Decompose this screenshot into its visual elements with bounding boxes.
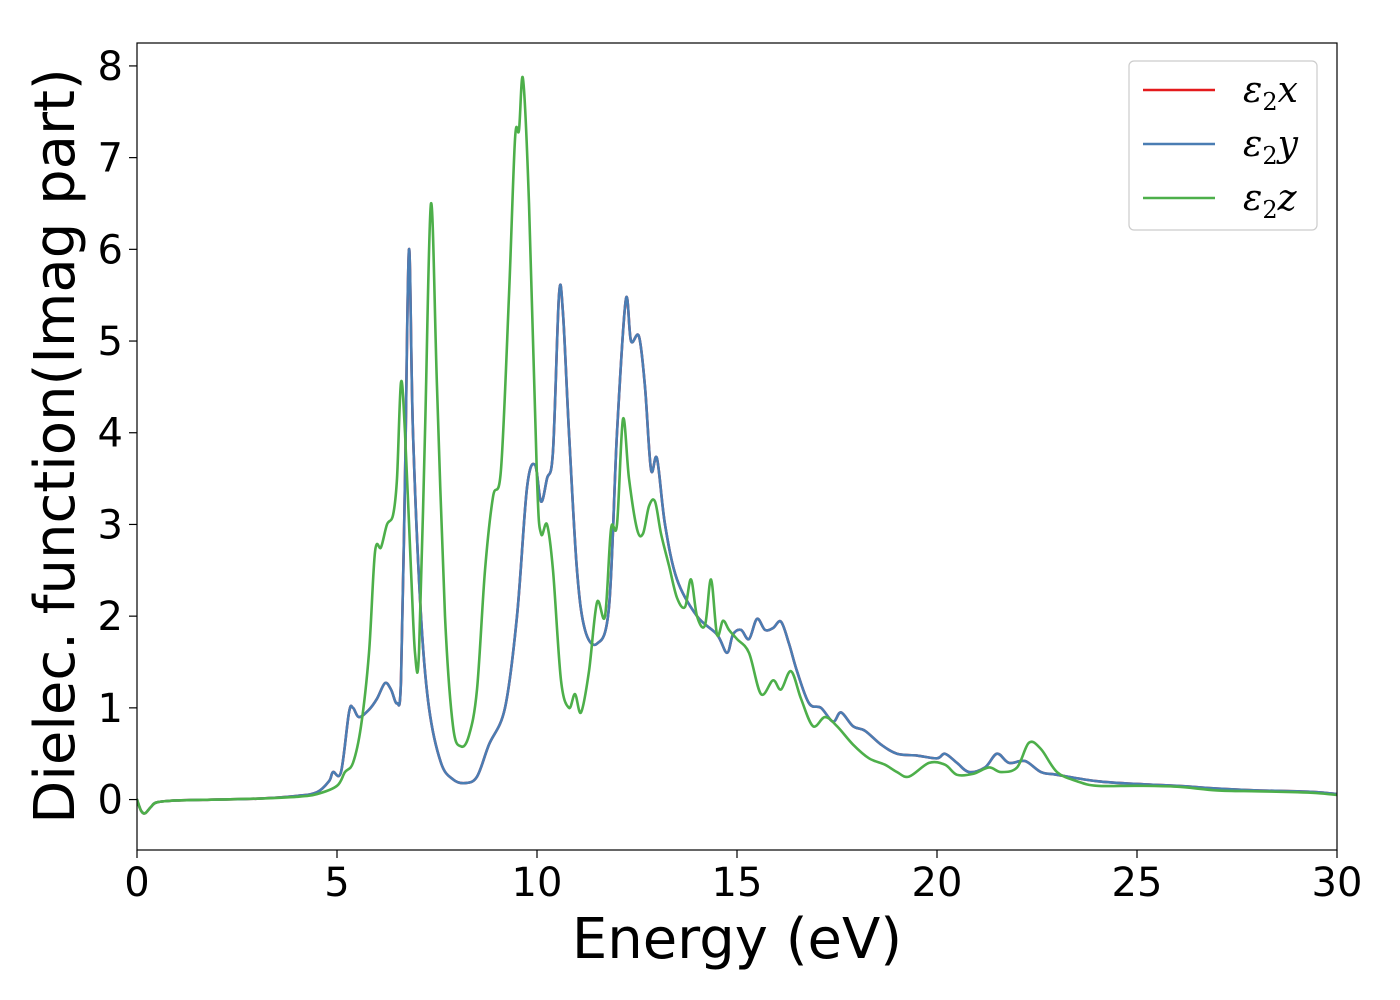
y-tick-label: 8 bbox=[98, 44, 123, 90]
x-tick-label: 25 bbox=[1112, 860, 1163, 906]
x-tick-label: 20 bbox=[912, 860, 963, 906]
legend-label-z: ε2z bbox=[1243, 178, 1298, 224]
legend-items: ε2x ε2y ε2z bbox=[1143, 70, 1299, 224]
x-tick-label: 10 bbox=[512, 860, 563, 906]
y-axis-ticks: 0 1 2 3 4 5 6 7 8 bbox=[98, 44, 137, 824]
legend-box bbox=[1128, 60, 1318, 231]
y-tick-label: 7 bbox=[98, 136, 123, 182]
legend-label-x: ε2x bbox=[1243, 70, 1298, 116]
x-tick-label: 5 bbox=[324, 860, 349, 906]
y-axis-label: Dielec. function(Imag part) bbox=[23, 68, 88, 824]
series-line-z bbox=[137, 75, 1337, 815]
legend: ε2x ε2y ε2z bbox=[1128, 60, 1318, 231]
y-tick-label: 1 bbox=[98, 686, 123, 732]
x-axis-label: Energy (eV) bbox=[572, 907, 902, 972]
series-line-y bbox=[137, 248, 1337, 815]
x-axis-ticks: 0 5 10 15 20 25 30 bbox=[124, 850, 1362, 906]
y-tick-label: 2 bbox=[98, 594, 123, 640]
x-tick-label: 15 bbox=[712, 860, 763, 906]
series-layer bbox=[137, 75, 1337, 815]
y-tick-label: 3 bbox=[98, 502, 123, 548]
y-tick-label: 6 bbox=[98, 227, 123, 273]
legend-label-y: ε2y bbox=[1243, 124, 1299, 170]
x-tick-label: 0 bbox=[124, 860, 149, 906]
y-tick-label: 4 bbox=[98, 411, 123, 457]
y-tick-label: 5 bbox=[98, 319, 123, 365]
x-tick-label: 30 bbox=[1312, 860, 1363, 906]
y-tick-label: 0 bbox=[98, 778, 123, 824]
